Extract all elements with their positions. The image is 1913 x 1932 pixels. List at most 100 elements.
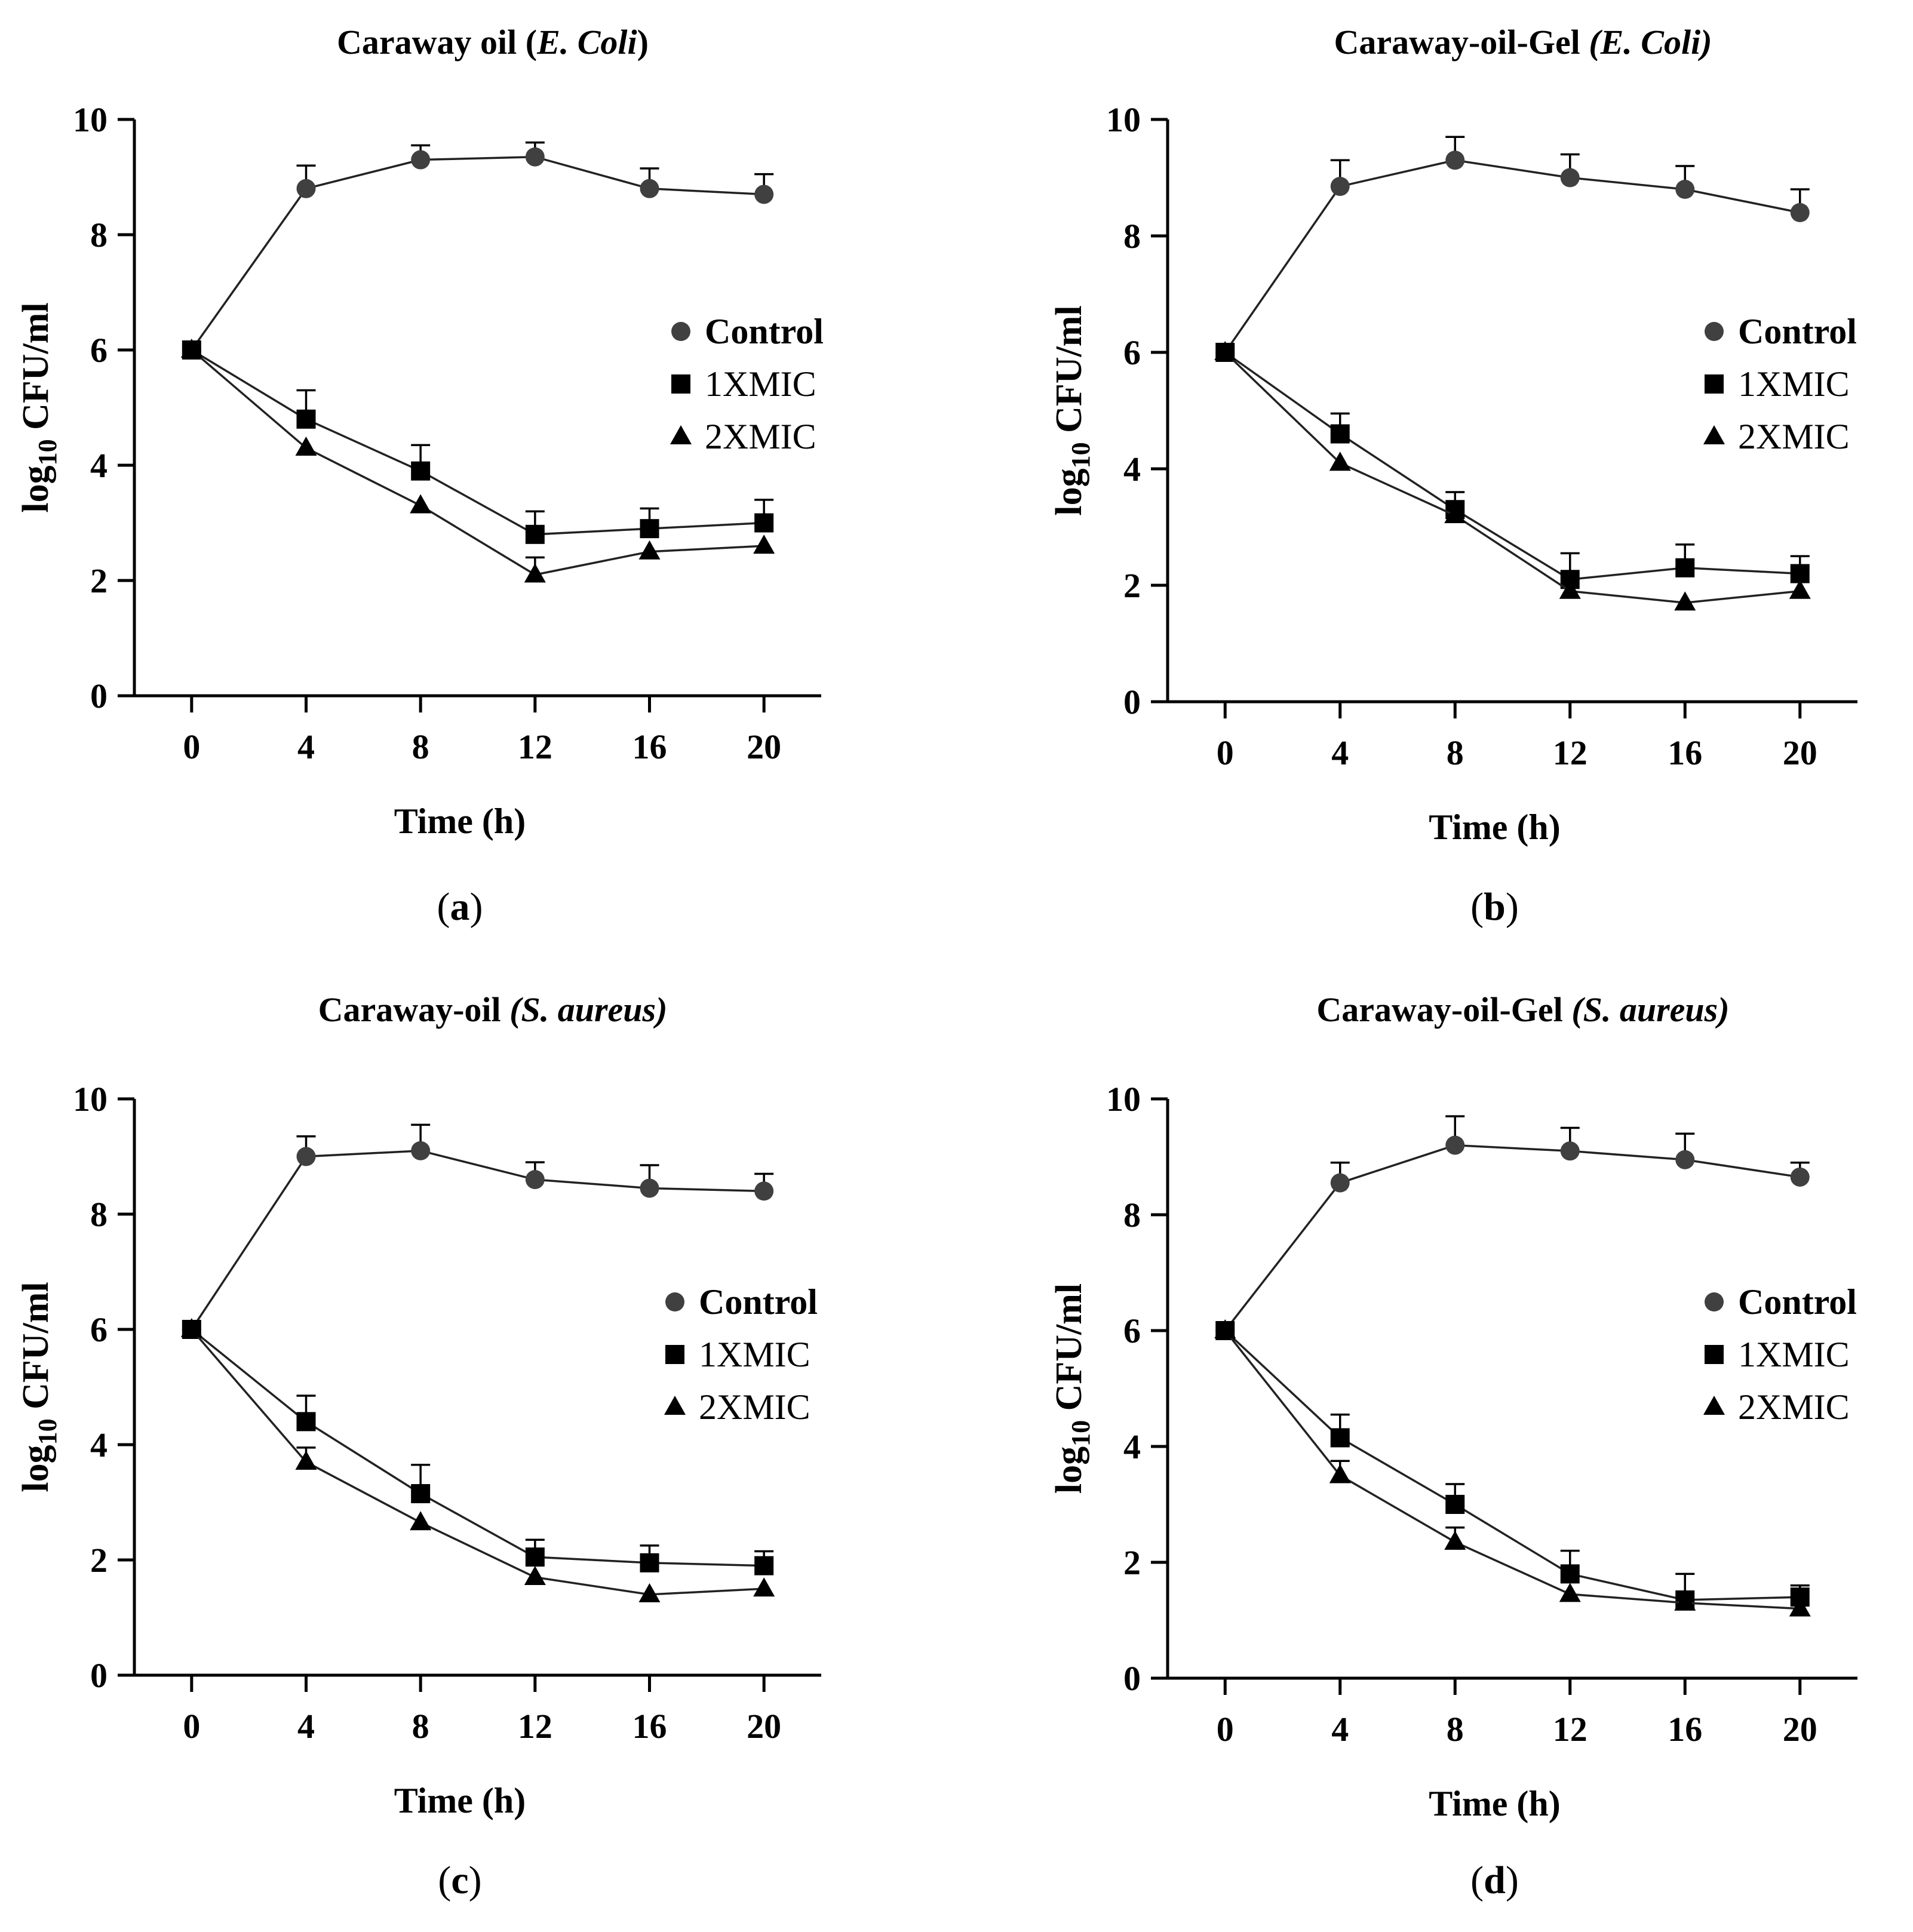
data-point-circle: [640, 1178, 659, 1198]
y-tick-label: 8: [90, 1195, 108, 1234]
data-point-circle: [640, 179, 659, 198]
x-tick-label: 4: [297, 1707, 315, 1746]
chart-title: Caraway-oil-Gel (S. aureus): [1316, 990, 1729, 1029]
series-control: [182, 1123, 774, 1339]
legend-marker-square: [1705, 1345, 1724, 1364]
data-point-circle: [1330, 177, 1350, 196]
panel-label: (c): [438, 1859, 481, 1902]
y-axis-label-log: log: [16, 465, 56, 512]
legend-marker-triangle: [664, 1396, 686, 1415]
chart-panel-b: Caraway-oil-Gel (E. Coli) 0 2 4 6 8 10 0 4 8 12 16 2…: [1049, 23, 1857, 929]
series-line: [1224, 351, 1800, 581]
data-point-square: [411, 1484, 431, 1504]
data-point-triangle: [1329, 1464, 1351, 1483]
panel-label: (a): [437, 885, 483, 929]
chart-title-text: Caraway-oil-Gel: [1334, 23, 1589, 62]
panel-label: (b): [1470, 885, 1519, 929]
data-point-triangle: [1559, 1583, 1581, 1602]
legend-label: Control: [1738, 312, 1857, 351]
data-point-circle: [1330, 1173, 1350, 1193]
legend-label: 2XMIC: [1738, 417, 1850, 456]
legend: Control 1XMIC 2XMIC: [1703, 312, 1857, 456]
panel-label-open: (: [437, 885, 450, 929]
x-tick-label: 4: [1331, 1710, 1349, 1749]
series-line: [1224, 1144, 1801, 1332]
data-point-triangle: [295, 1450, 317, 1470]
series-line: [191, 349, 764, 576]
data-point-triangle: [410, 1511, 432, 1531]
x-tick-label: 8: [412, 727, 429, 766]
y-axis-label: log10 CFU/ml: [1049, 1283, 1095, 1494]
data-point-square: [1445, 1495, 1465, 1514]
y-tick-label: 8: [1123, 1196, 1141, 1234]
chart-title-text: Caraway-oil: [318, 990, 510, 1029]
x-tick-label: 8: [1447, 733, 1464, 772]
y-tick-label: 0: [1123, 683, 1141, 721]
panel-label-letter: c: [451, 1859, 468, 1902]
legend: Control 1XMIC 2XMIC: [1703, 1282, 1857, 1427]
series-line: [191, 155, 764, 351]
y-tick-label: 4: [90, 1426, 108, 1464]
panel-label-close: ): [1506, 885, 1519, 929]
legend-marker-circle: [1705, 322, 1724, 341]
data-point-square: [1330, 1428, 1350, 1448]
y-tick-label: 2: [1123, 566, 1141, 605]
data-point-triangle: [1789, 1597, 1811, 1617]
series-1xmic: [1215, 1321, 1810, 1610]
y-tick-label: 2: [90, 561, 108, 600]
data-point-square: [754, 513, 774, 533]
legend-marker-circle: [665, 1292, 684, 1311]
data-point-triangle: [1674, 591, 1696, 611]
x-tick-label: 16: [1668, 1710, 1702, 1749]
panel-label-close: ): [470, 885, 483, 929]
x-tick-label: 0: [183, 727, 200, 766]
data-point-circle: [411, 1141, 431, 1160]
chart-panel-a: Caraway oil (E. Coli) 0 2 4 6 8 10 0 4 8 12 16 20 Tim…: [16, 23, 824, 929]
legend-marker-circle: [1705, 1292, 1724, 1311]
data-point-circle: [296, 1147, 316, 1166]
legend-marker-square: [1705, 374, 1724, 394]
data-point-triangle: [753, 1577, 775, 1597]
data-point-circle: [1445, 1135, 1465, 1155]
y-tick-label: 10: [73, 1080, 108, 1119]
panel-label: (d): [1470, 1859, 1519, 1902]
data-point-triangle: [524, 563, 546, 583]
y-tick-label: 6: [1123, 1311, 1141, 1350]
data-point-square: [411, 461, 431, 481]
data-point-circle: [1445, 150, 1465, 170]
data-point-square: [640, 519, 659, 539]
panel-label-close: ): [469, 1859, 482, 1902]
x-tick-label: 12: [1553, 1710, 1587, 1749]
x-axis-label: Time (h): [1429, 807, 1561, 847]
chart-title: Caraway-oil (S. aureus): [318, 990, 668, 1029]
data-point-circle: [525, 1170, 545, 1190]
y-axis-label-unit: CFU/ml: [16, 1282, 56, 1418]
chart-panel-d: Caraway-oil-Gel (S. aureus) 0 2 4 6 8 10 0 4 8 12 1…: [1049, 990, 1857, 1902]
chart-title-text: Caraway oil (: [337, 23, 537, 62]
legend-marker-square: [671, 374, 690, 394]
x-tick-label: 20: [1783, 733, 1817, 772]
y-tick-label: 6: [1123, 333, 1141, 372]
series-line: [1224, 351, 1800, 604]
data-point-circle: [754, 185, 774, 204]
data-point-square: [296, 409, 316, 429]
y-axis-label: log10 CFU/ml: [16, 302, 62, 512]
legend-marker-triangle: [670, 425, 692, 444]
data-point-triangle: [753, 535, 775, 554]
series-line: [191, 349, 764, 536]
x-tick-label: 8: [412, 1707, 429, 1746]
series-line: [191, 1328, 764, 1596]
x-tick-label: 16: [1668, 733, 1702, 772]
chart-title-suffix: ): [637, 23, 649, 62]
series-2xmic: [1214, 1319, 1811, 1617]
panel-label-letter: d: [1484, 1859, 1506, 1902]
legend: Control 1XMIC 2XMIC: [670, 312, 824, 456]
data-point-circle: [1560, 1141, 1580, 1161]
series-2xmic: [1214, 341, 1811, 611]
legend-marker-triangle: [1703, 1396, 1725, 1415]
legend-marker-square: [665, 1345, 684, 1364]
y-axis-label-log: log: [1049, 1446, 1089, 1494]
legend-marker-triangle: [1703, 425, 1725, 444]
y-tick-label: 10: [1106, 100, 1141, 139]
